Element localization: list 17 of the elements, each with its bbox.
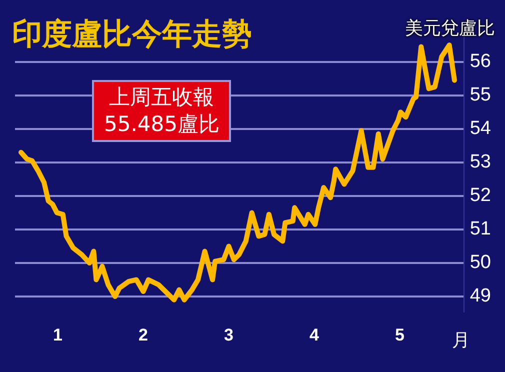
x-tick-label: 5 xyxy=(395,325,404,344)
annotation: 上周五收報 55.485盧比 xyxy=(92,80,232,142)
y-tick-label: 50 xyxy=(470,252,492,274)
y-tick-label: 49 xyxy=(470,286,492,307)
x-tick-label: 2 xyxy=(138,325,148,344)
x-tick-label: 4 xyxy=(310,325,320,344)
x-axis-title: 月 xyxy=(452,329,470,352)
y-tick-label: 54 xyxy=(470,118,492,140)
y-tick-label: 55 xyxy=(470,84,492,106)
y-axis-title: 美元兌盧比 xyxy=(405,17,495,40)
chart-title: 印度盧比今年走勢 xyxy=(12,16,252,54)
y-tick-label: 53 xyxy=(470,152,492,173)
y-tick-label: 51 xyxy=(470,218,492,240)
x-tick-label: 1 xyxy=(53,325,62,344)
y-tick-label: 56 xyxy=(470,51,492,72)
x-tick-label: 3 xyxy=(224,325,234,344)
y-tick-label: 52 xyxy=(470,185,492,206)
